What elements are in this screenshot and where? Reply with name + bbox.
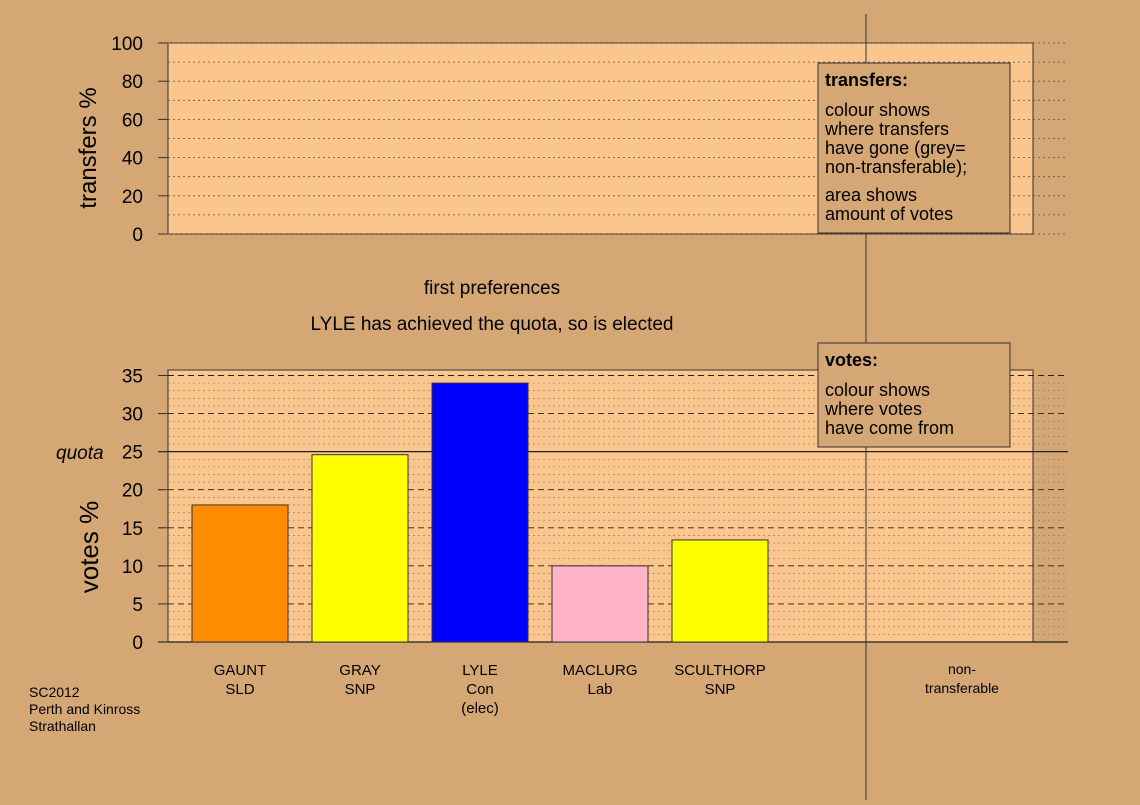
transfers-tick-label: 60 [122,110,143,131]
transfers-tick-label: 40 [122,149,143,170]
transfers-legend-line: non-transferable); [825,157,967,177]
transfers-tick-label: 100 [111,34,143,55]
votes-tick-label: 25 [122,443,143,464]
vote-bar [311,454,409,643]
quota-label: quota [56,443,104,464]
votes-bars [191,382,769,643]
votes-tick-label: 0 [132,633,143,654]
vote-bar [431,382,529,643]
nontransferable-label-line: transferable [925,680,999,696]
candidate-label-line: LYLE [462,662,498,679]
stage-text-line2: LYLE has achieved the quota, so is elect… [310,314,673,335]
votes-tick-label: 5 [132,595,143,616]
stage-text-line1: first preferences [424,278,560,299]
transfers-y-axis-label: transfers % [75,87,102,208]
candidate-label-line: Lab [587,681,612,698]
nontransferable-label-line: non- [948,661,976,677]
transfers-tick-label: 80 [122,72,143,93]
candidate-label-line: SNP [705,681,736,698]
votes-legend-box [817,342,1011,448]
votes-legend-line: colour shows [825,380,930,400]
votes-legend-line: have come from [825,418,954,438]
nontransferable-label: non-transferable [925,661,999,696]
transfers-legend-box [817,62,1011,234]
votes-category-labels: GAUNT SLD GRAY SNP LYLE Con (elec) MACLURG Lab SC… [214,662,766,717]
transfers-legend-title: transfers: [825,70,908,90]
transfers-tick-label: 20 [122,187,143,208]
footer-line: Perth and Kinross [29,701,140,717]
transfers-legend-line: where transfers [824,119,949,139]
transfers-tick-label: 0 [132,225,143,246]
votes-tick-label: 20 [122,481,143,502]
transfers-y-ticks: 0 20 40 60 80 100 [111,34,168,246]
candidate-label-line: GRAY [339,662,380,679]
candidate-label-line: SCULTHORP [674,662,765,679]
transfers-legend-line: area shows [825,185,917,205]
transfers-legend-line: colour shows [825,100,930,120]
footer-line: SC2012 [29,684,80,700]
candidate-label-line: MACLURG [562,662,637,679]
vote-bar [191,504,289,643]
votes-tick-label: 30 [122,405,143,426]
transfers-legend-line: amount of votes [825,204,953,224]
votes-y-ticks: 0 5 10 15 20 25 30 35 [122,367,168,654]
votes-legend-title: votes: [825,350,878,370]
votes-legend-line: where votes [824,399,922,419]
candidate-label-line: SLD [225,681,254,698]
vote-bar [551,565,649,643]
vote-bar [671,539,769,643]
candidate-label-line: GAUNT [214,662,267,679]
votes-tick-label: 15 [122,519,143,540]
votes-tick-label: 10 [122,557,143,578]
votes-tick-label: 35 [122,367,143,388]
candidate-label-line: Con [466,681,494,698]
votes-chart: 0 5 10 15 20 25 30 35 GAUNT SLD GRAY SNP LYLE Con (el… [56,367,1068,717]
transfers-legend-line: have gone (grey= [825,138,966,158]
footer-line: Strathallan [29,718,96,734]
votes-y-axis-label: votes % [74,501,104,594]
candidate-label-line: SNP [345,681,376,698]
candidate-label-line: (elec) [461,700,499,717]
